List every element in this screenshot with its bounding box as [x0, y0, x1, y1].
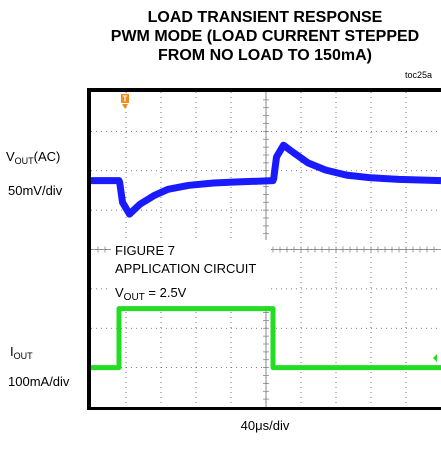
- iout-ground-marker: [433, 354, 437, 362]
- title-line-3: FROM NO LOAD TO 150mA): [158, 47, 372, 64]
- iout-label-main: I: [10, 344, 14, 359]
- annotation-line-3: VOUT = 2.5V: [115, 285, 187, 303]
- trigger-marker-label: T: [123, 95, 128, 104]
- vout-trace: [91, 141, 441, 218]
- annotation-vout-sub: OUT: [124, 292, 145, 303]
- iout-trace: [91, 306, 441, 371]
- vout-label-main: V: [6, 149, 15, 164]
- annotation-vout-main: V: [115, 285, 124, 300]
- x-axis-label: 40μs/div: [240, 418, 290, 433]
- scope-plot: T FIGURE 7 APPLICATION CIRCUIT VOUT = 2.…: [87, 88, 441, 410]
- annotation-line-2: APPLICATION CIRCUIT: [115, 261, 256, 276]
- iout-label-sub: OUT: [13, 351, 33, 361]
- annotation-vout-value: = 2.5V: [145, 285, 187, 300]
- trigger-marker: T: [121, 94, 129, 109]
- scope-traces: [91, 141, 441, 371]
- annotation-text: FIGURE 7 APPLICATION CIRCUIT VOUT = 2.5V: [115, 243, 256, 303]
- title-line-1: LOAD TRANSIENT RESPONSE: [147, 9, 383, 26]
- vout-scale-label: 50mV/div: [8, 183, 63, 198]
- vout-label-sub: OUT: [14, 156, 34, 166]
- annotation-line-1: FIGURE 7: [115, 243, 175, 258]
- title-line-2: PWM MODE (LOAD CURRENT STEPPED: [110, 28, 420, 45]
- vout-channel-label: VOUT(AC): [6, 149, 61, 166]
- iout-scale-label: 100mA/div: [8, 374, 70, 389]
- trigger-marker-box: [121, 94, 129, 103]
- iout-channel-label: IOUT: [10, 344, 33, 361]
- annotation-box: [111, 240, 271, 306]
- figure-code: toc25a: [405, 70, 433, 80]
- trigger-marker-arrow: [122, 104, 128, 109]
- chart-title: LOAD TRANSIENT RESPONSE PWM MODE (LOAD C…: [90, 8, 440, 65]
- vout-label-suffix: (AC): [33, 149, 61, 164]
